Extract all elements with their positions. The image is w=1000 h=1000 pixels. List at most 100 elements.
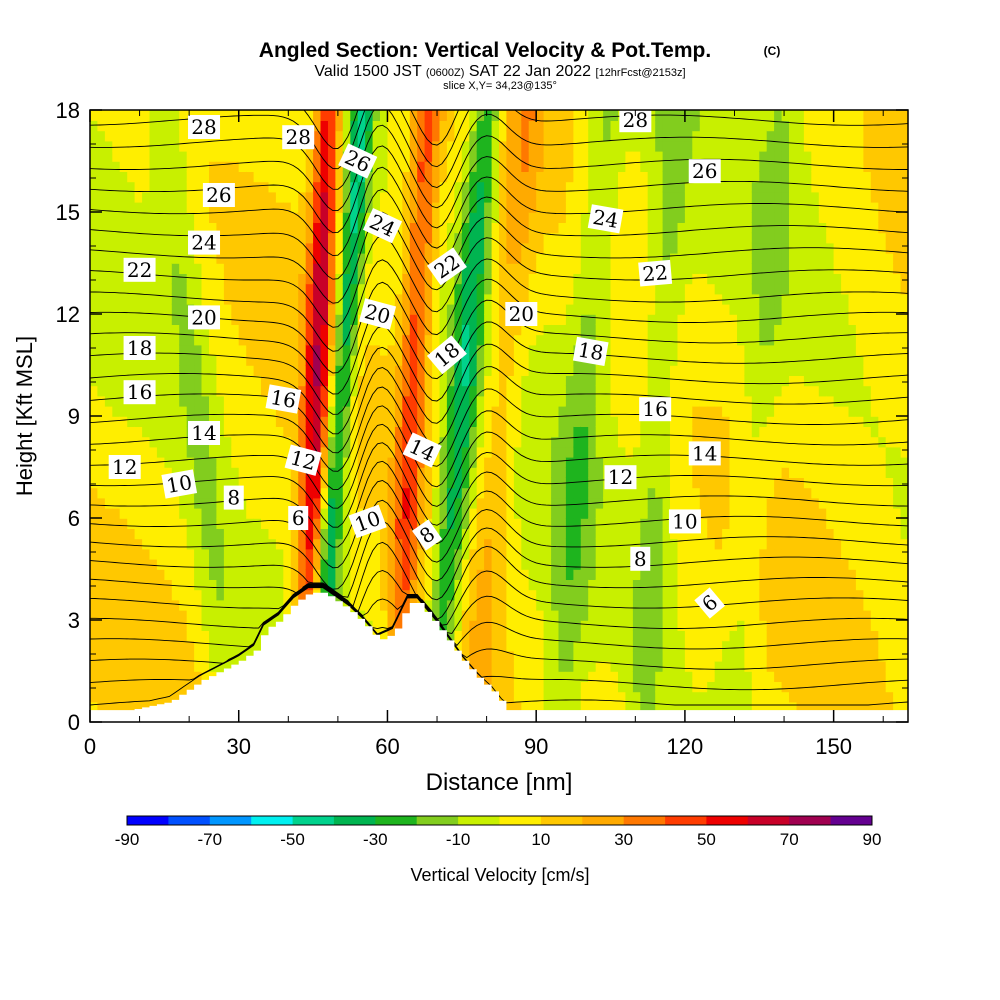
- velocity-cell: [513, 273, 523, 285]
- velocity-cell: [372, 426, 381, 438]
- velocity-cell: [618, 599, 627, 611]
- velocity-cell: [335, 385, 344, 397]
- velocity-cell: [328, 212, 337, 223]
- velocity-cell: [387, 120, 396, 132]
- velocity-cell: [261, 150, 270, 162]
- velocity-cell: [647, 640, 656, 652]
- velocity-cell: [536, 303, 545, 315]
- velocity-cell: [499, 630, 508, 642]
- velocity-cell: [186, 161, 195, 172]
- velocity-cell: [223, 344, 233, 356]
- velocity-cell: [223, 354, 233, 366]
- velocity-cell: [380, 630, 389, 642]
- velocity-cell: [409, 528, 418, 540]
- velocity-cell: [610, 640, 619, 652]
- velocity-cell: [499, 528, 508, 540]
- velocity-cell: [380, 477, 389, 489]
- velocity-cell: [536, 201, 545, 213]
- velocity-cell: [670, 365, 679, 376]
- velocity-cell: [595, 507, 604, 519]
- velocity-cell: [692, 273, 701, 285]
- velocity-cell: [551, 161, 560, 172]
- velocity-cell: [684, 416, 694, 427]
- velocity-cell: [394, 171, 404, 183]
- velocity-cell: [223, 150, 233, 162]
- velocity-cell: [618, 589, 627, 601]
- velocity-cell: [268, 599, 277, 611]
- velocity-cell: [275, 426, 285, 438]
- velocity-cell: [595, 436, 604, 448]
- velocity-cell: [402, 181, 411, 193]
- velocity-cell: [461, 303, 470, 315]
- velocity-cell: [97, 507, 106, 519]
- velocity-cell: [149, 314, 158, 325]
- velocity-cell: [335, 324, 344, 336]
- velocity-cell: [104, 150, 114, 162]
- velocity-cell: [469, 569, 478, 580]
- velocity-cell: [580, 589, 589, 601]
- velocity-cell: [246, 518, 255, 529]
- velocity-cell: [171, 538, 180, 550]
- velocity-cell: [632, 538, 642, 550]
- velocity-cell: [275, 589, 285, 601]
- velocity-cell: [551, 222, 560, 234]
- velocity-cell: [506, 385, 515, 397]
- velocity-cell: [432, 283, 441, 295]
- velocity-cell: [551, 558, 560, 570]
- velocity-cell: [134, 201, 143, 213]
- velocity-cell: [156, 252, 166, 264]
- velocity-cell: [692, 701, 701, 713]
- velocity-cell: [677, 599, 686, 611]
- velocity-cell: [588, 660, 597, 672]
- velocity-cell: [528, 395, 537, 407]
- velocity-cell: [387, 456, 396, 468]
- velocity-cell: [380, 599, 389, 611]
- velocity-cell: [209, 579, 218, 591]
- velocity-cell: [104, 375, 114, 387]
- velocity-cell: [432, 314, 441, 325]
- velocity-cell: [610, 456, 619, 468]
- velocity-cell: [149, 640, 158, 652]
- velocity-cell: [632, 599, 642, 611]
- velocity-cell: [558, 671, 567, 682]
- velocity-cell: [469, 405, 478, 417]
- velocity-cell: [632, 365, 642, 376]
- velocity-cell: [618, 375, 627, 387]
- velocity-cell: [573, 691, 582, 703]
- velocity-cell: [231, 395, 240, 407]
- velocity-cell: [662, 222, 671, 234]
- velocity-cell: [625, 548, 634, 560]
- velocity-cell: [528, 660, 537, 672]
- velocity-cell: [127, 150, 136, 162]
- velocity-cell: [692, 130, 701, 142]
- velocity-cell: [424, 497, 433, 509]
- velocity-cell: [350, 344, 359, 356]
- velocity-cell: [640, 671, 649, 682]
- velocity-cell: [283, 497, 292, 509]
- velocity-cell: [313, 181, 322, 193]
- velocity-cell: [446, 293, 456, 305]
- velocity-cell: [305, 487, 314, 499]
- velocity-cell: [476, 426, 485, 438]
- velocity-cell: [231, 569, 240, 580]
- velocity-cell: [268, 518, 277, 529]
- velocity-cell: [186, 569, 195, 580]
- velocity-cell: [201, 548, 210, 560]
- velocity-cell: [112, 232, 121, 244]
- velocity-cell: [640, 467, 649, 478]
- velocity-cell: [97, 650, 106, 662]
- velocity-cell: [283, 232, 292, 244]
- velocity-cell: [580, 365, 589, 376]
- velocity-cell: [625, 242, 634, 254]
- velocity-cell: [491, 232, 500, 244]
- velocity-cell: [149, 558, 158, 570]
- velocity-cell: [558, 273, 567, 285]
- velocity-cell: [223, 467, 233, 478]
- velocity-cell: [558, 701, 567, 713]
- velocity-cell: [699, 426, 708, 438]
- velocity-cell: [647, 171, 656, 183]
- velocity-cell: [521, 548, 530, 560]
- velocity-cell: [90, 487, 99, 499]
- velocity-cell: [372, 620, 381, 631]
- velocity-cell: [618, 548, 627, 560]
